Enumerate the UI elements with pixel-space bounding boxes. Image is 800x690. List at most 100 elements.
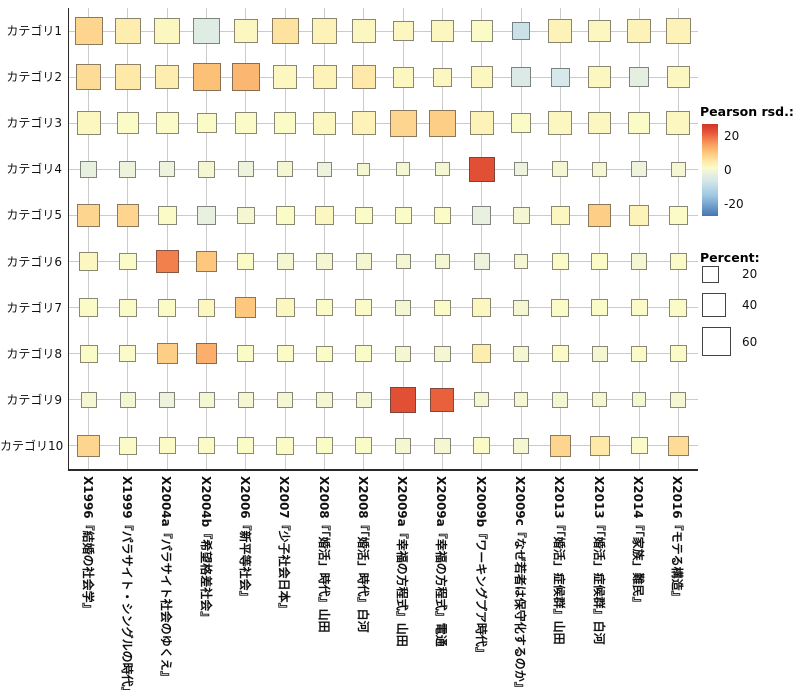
balloon-cell xyxy=(355,345,373,363)
balloon-cell xyxy=(198,391,215,408)
x-axis-label: X2013『「婚活」症候群』山田 xyxy=(552,476,567,645)
balloon-cell xyxy=(550,67,570,87)
balloon-cell xyxy=(192,63,221,92)
balloon-cell xyxy=(431,19,454,43)
balloon-cell xyxy=(429,109,456,137)
balloon-cell xyxy=(550,205,570,225)
balloon-cell xyxy=(196,113,217,134)
grid-line-v xyxy=(481,8,483,469)
balloon-cell xyxy=(630,253,648,270)
x-axis-label: X2013『「婚活」症候群』白河 xyxy=(591,476,606,645)
balloon-cell xyxy=(157,205,177,225)
grid-line-v xyxy=(677,8,679,469)
balloon-cell xyxy=(273,65,298,90)
balloon-cell xyxy=(198,160,216,178)
size-legend-label: 60 xyxy=(742,334,758,349)
balloon-cell xyxy=(193,17,220,45)
balloon-cell xyxy=(119,345,137,363)
balloon-cell xyxy=(513,437,530,454)
grid-line-v xyxy=(284,8,286,469)
y-axis-label: カテゴリ3 xyxy=(6,116,62,131)
balloon-cell xyxy=(315,205,335,225)
balloon-cell xyxy=(156,250,179,273)
balloon-cell xyxy=(396,162,411,177)
balloon-cell xyxy=(667,65,690,89)
balloon-cell xyxy=(473,253,490,270)
balloon-cell xyxy=(667,435,689,457)
x-axis-label: X2016『モテる構造』 xyxy=(670,476,685,603)
balloon-cell xyxy=(551,253,569,271)
balloon-cell xyxy=(195,250,218,273)
balloon-cell xyxy=(237,253,255,271)
balloon-cell xyxy=(115,64,141,90)
balloon-cell xyxy=(159,391,176,408)
balloon-cell xyxy=(591,253,609,271)
grid-line-h xyxy=(69,261,698,263)
grid-line-h xyxy=(69,122,698,124)
grid-line-v xyxy=(559,8,561,469)
balloon-cell xyxy=(513,392,529,408)
x-axis-label: X2007『少子社会日本』 xyxy=(277,476,292,615)
balloon-cell xyxy=(389,109,417,137)
grid-line-v xyxy=(127,8,129,469)
balloon-cell xyxy=(669,298,688,317)
balloon-cell xyxy=(591,299,609,317)
balloon-cell xyxy=(552,161,569,178)
balloon-cell xyxy=(316,437,334,455)
balloon-cell xyxy=(236,206,255,225)
balloon-cell xyxy=(114,17,142,45)
balloon-cell xyxy=(395,299,412,316)
balloon-cell xyxy=(158,298,177,317)
balloon-cell xyxy=(628,205,650,226)
balloon-cell xyxy=(74,16,103,46)
balloon-cell xyxy=(630,345,648,362)
balloon-cell xyxy=(316,345,333,362)
balloon-cell xyxy=(548,111,573,136)
y-axis-label: カテゴリ8 xyxy=(6,346,62,361)
balloon-cell xyxy=(77,434,100,458)
balloon-cell xyxy=(116,204,140,227)
balloon-cell xyxy=(473,437,491,455)
balloon-cell xyxy=(79,298,99,318)
balloon-cell xyxy=(158,437,176,455)
x-axis-label: X1996『結婚の社会学』 xyxy=(80,476,95,615)
balloon-cell xyxy=(512,206,530,224)
balloon-cell xyxy=(116,112,140,135)
balloon-cell xyxy=(552,391,569,408)
balloon-cell xyxy=(394,206,412,224)
balloon-cell xyxy=(512,22,530,40)
balloon-cell xyxy=(628,67,650,88)
grid-line-h xyxy=(69,30,698,32)
x-axis-label: X2009a『幸福の方程式』電通 xyxy=(434,476,449,647)
color-legend-tick: -20 xyxy=(724,197,744,212)
balloon-cell xyxy=(312,65,337,90)
balloon-cell xyxy=(513,254,529,269)
y-axis-label: カテゴリ9 xyxy=(6,392,62,407)
balloon-cell xyxy=(277,391,294,408)
balloon-cell xyxy=(311,18,338,44)
balloon-cell xyxy=(592,161,608,177)
color-legend-title: Pearson rsd.: xyxy=(700,104,794,119)
x-axis-label: X2008『「婚活」時代』山田 xyxy=(316,476,331,633)
balloon-cell xyxy=(627,112,651,135)
balloon-cell xyxy=(235,297,257,319)
grid-line-v xyxy=(245,8,247,469)
balloon-cell xyxy=(197,298,216,317)
balloon-cell xyxy=(588,65,611,89)
balloon-cell xyxy=(432,67,452,87)
balloon-cell xyxy=(276,253,294,271)
grid-line-v xyxy=(363,8,365,469)
balloon-cell xyxy=(670,391,687,408)
balloon-cell xyxy=(668,205,688,225)
balloon-cell xyxy=(666,111,691,136)
balloon-cell xyxy=(670,161,686,177)
grid-line-v xyxy=(599,8,601,469)
y-axis-label: カテゴリ1 xyxy=(6,24,62,39)
balloon-cell xyxy=(588,204,611,227)
balloon-cell xyxy=(549,435,572,457)
balloon-cell xyxy=(277,161,294,178)
grid-line-h xyxy=(69,76,698,78)
y-axis-label: カテゴリ2 xyxy=(6,70,62,85)
y-axis-label: カテゴリ6 xyxy=(6,254,62,269)
balloon-cell xyxy=(511,67,532,88)
